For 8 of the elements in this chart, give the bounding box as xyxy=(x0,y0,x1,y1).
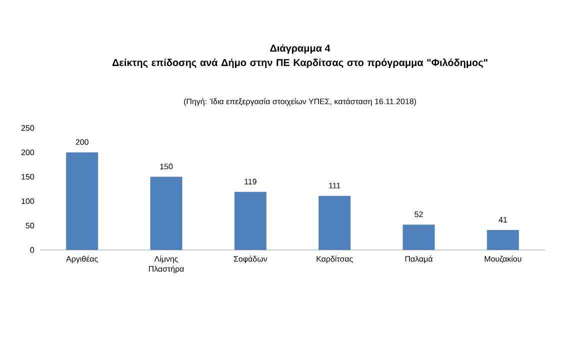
bar xyxy=(402,224,435,250)
bar xyxy=(234,192,266,250)
bar xyxy=(150,176,182,250)
bar xyxy=(318,196,351,250)
bar xyxy=(486,230,519,250)
bar xyxy=(66,152,98,250)
chart-subtitle: Δείκτης επίδοσης ανά Δήμο στην ΠΕ Καρδίτσας στο πρόγραμμα "Φιλόδημος" xyxy=(112,58,488,68)
chart-title: Διάγραμμα 4 xyxy=(270,44,330,54)
